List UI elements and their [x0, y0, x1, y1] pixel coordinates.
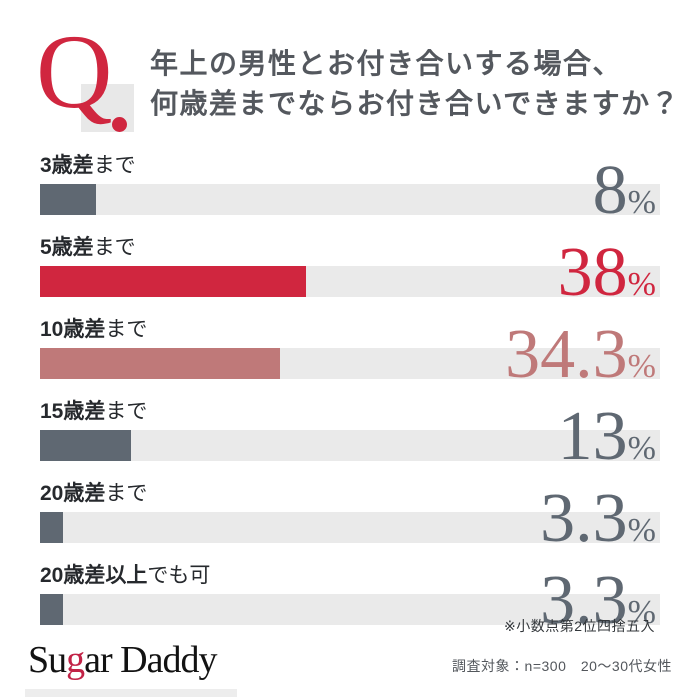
bar-track: 34.3% — [40, 320, 660, 390]
bar-fill — [40, 266, 306, 297]
bar-value-number: 13 — [557, 398, 628, 475]
bar-label-rest: まで — [105, 482, 148, 505]
question-mark-q: Q — [36, 13, 113, 130]
logo-underline-bar — [25, 689, 237, 697]
logo-text-pre: Su — [28, 639, 67, 681]
bar-label: 3歳差まで — [40, 153, 660, 179]
bar-row: 20歳差以上でも可 3.3% — [0, 563, 700, 645]
bar-value-number: 8 — [592, 152, 628, 229]
bar-value: 3.3% — [540, 566, 656, 636]
bar-label: 10歳差まで — [40, 317, 660, 343]
bar-row: 5歳差まで 38% — [0, 235, 700, 317]
logo-accent-letter: g — [66, 639, 85, 681]
bar-label-rest: まで — [93, 236, 136, 259]
bar-label-strong: 10歳差 — [40, 318, 106, 341]
bar-track: 38% — [40, 238, 660, 308]
bar-value: 34.3% — [505, 320, 656, 390]
bar-fill — [40, 184, 96, 215]
bar-track: 3.3% — [40, 566, 660, 636]
bar-value: 38% — [558, 238, 656, 308]
bar-row: 10歳差まで 34.3% — [0, 317, 700, 399]
bar-label-rest: まで — [93, 154, 136, 177]
bar-value-percent-sign: % — [627, 266, 656, 303]
bar-label: 20歳差以上でも可 — [40, 563, 660, 589]
bar-label-rest: でも可 — [147, 564, 211, 587]
bar-value-percent-sign: % — [627, 430, 656, 467]
bar-value-percent-sign: % — [627, 512, 656, 549]
question-title: 年上の男性とお付き合いする場合、 何歳差までならお付き合いできますか？ — [150, 44, 680, 124]
bar-value: 8% — [593, 156, 656, 226]
bar-row: 3歳差まで 8% — [0, 153, 700, 235]
bar-label-strong: 15歳差 — [40, 400, 106, 423]
bar-chart: 3歳差まで 8% 5歳差まで 38% 10歳差まで 34.3% 15歳差まで 13% 20歳差ま… — [0, 153, 700, 645]
bar-value: 13% — [558, 402, 656, 472]
survey-sample-note: 調査対象：n=300 20〜30代女性 — [452, 658, 672, 674]
bar-label-strong: 3歳差 — [40, 154, 94, 177]
logo-text-post: ar Daddy — [84, 639, 217, 681]
bar-label: 20歳差まで — [40, 481, 660, 507]
bar-label-rest: まで — [105, 318, 148, 341]
bar-row: 20歳差まで 3.3% — [0, 481, 700, 563]
bar-track: 13% — [40, 402, 660, 472]
bar-value: 3.3% — [540, 484, 656, 554]
question-mark-dot — [112, 117, 127, 132]
bar-value-number: 3.3 — [540, 480, 628, 557]
bar-fill — [40, 594, 64, 625]
bar-label-strong: 5歳差 — [40, 236, 94, 259]
bar-value-percent-sign: % — [627, 184, 656, 221]
bar-label-strong: 20歳差 — [40, 482, 106, 505]
bar-fill — [40, 430, 131, 461]
bar-label-strong: 20歳差以上 — [40, 564, 148, 587]
bar-value-number: 38 — [557, 234, 628, 311]
bar-row: 15歳差まで 13% — [0, 399, 700, 481]
rounding-footnote: ※小数点第2位四捨五入 — [503, 618, 655, 634]
bar-value-percent-sign: % — [627, 594, 656, 631]
bar-label-rest: まで — [105, 400, 148, 423]
sugar-daddy-logo: Sugar Daddy — [28, 639, 217, 682]
bar-value-number: 3.3 — [540, 562, 628, 639]
question-title-line2: 何歳差までならお付き合いできますか？ — [150, 88, 681, 119]
bar-label: 5歳差まで — [40, 235, 660, 261]
question-title-line1: 年上の男性とお付き合いする場合、 — [150, 48, 623, 79]
bar-value-number: 34.3 — [505, 316, 628, 393]
bar-label: 15歳差まで — [40, 399, 660, 425]
bar-value-percent-sign: % — [627, 348, 656, 385]
bar-track: 3.3% — [40, 484, 660, 554]
bar-track: 8% — [40, 156, 660, 226]
bar-fill — [40, 512, 64, 543]
bar-fill — [40, 348, 281, 379]
